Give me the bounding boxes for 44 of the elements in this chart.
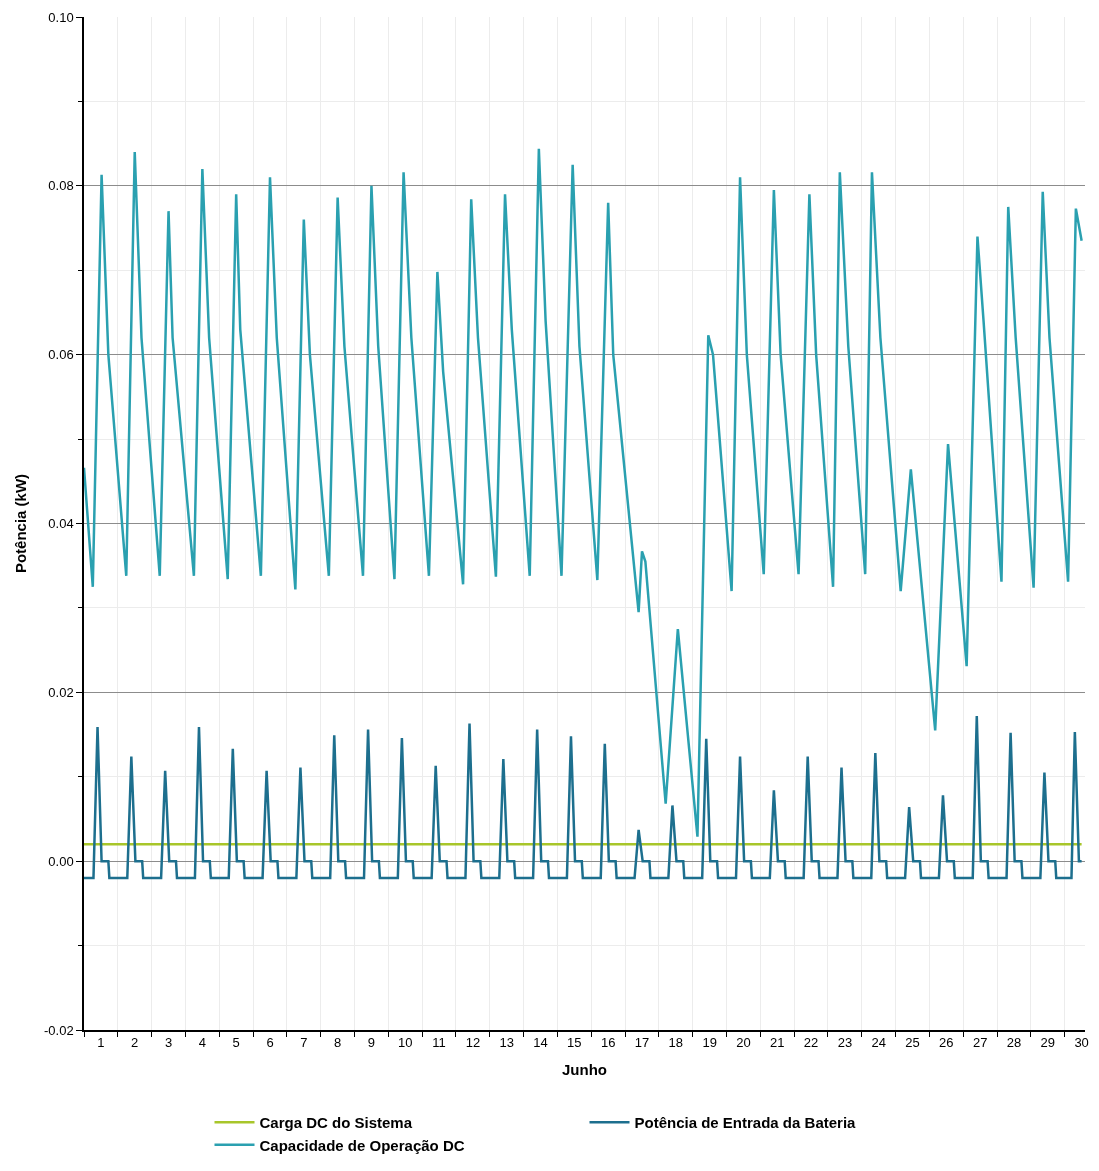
- x-tick-label: 20: [736, 1035, 751, 1051]
- x-tick-label: 14: [533, 1035, 548, 1051]
- x-tick-label: 25: [905, 1035, 920, 1051]
- y-tick-label: 0.10: [48, 9, 74, 25]
- x-tick-label: 12: [465, 1035, 481, 1051]
- x-tick-label: 30: [1074, 1035, 1089, 1051]
- x-tick-label: 13: [499, 1035, 514, 1051]
- line-series: [84, 147, 1083, 838]
- x-tick-label: 26: [939, 1035, 954, 1051]
- x-tick-label: 16: [600, 1035, 616, 1051]
- line-series: [84, 714, 1083, 880]
- x-tick-label: 27: [972, 1035, 988, 1051]
- y-tick-label: 0.08: [48, 178, 74, 194]
- x-tick-label: 10: [398, 1035, 413, 1051]
- x-tick-label: 23: [837, 1035, 853, 1051]
- legend-label: Carga DC do Sistema: [259, 1114, 413, 1132]
- x-tick-label: 9: [367, 1035, 376, 1051]
- x-tick-label: 19: [702, 1035, 717, 1051]
- y-axis-title: Potência (kW): [11, 473, 29, 574]
- x-tick-label: 5: [232, 1035, 240, 1051]
- y-tick-label: 0.02: [48, 684, 74, 700]
- x-tick-label: 4: [198, 1035, 206, 1051]
- x-tick-label: 18: [668, 1035, 684, 1051]
- x-tick-label: 2: [131, 1035, 139, 1051]
- x-tick-label: 17: [634, 1035, 650, 1051]
- x-tick-label: 11: [432, 1035, 446, 1051]
- x-tick-label: 7: [300, 1035, 308, 1051]
- x-tick-label: 28: [1006, 1035, 1022, 1051]
- x-tick-label: 6: [266, 1035, 274, 1051]
- y-tick-label: 0.04: [48, 516, 74, 532]
- y-tick-label: 0.06: [48, 347, 74, 363]
- x-tick-label: 21: [770, 1035, 785, 1051]
- x-tick-label: 1: [97, 1035, 105, 1051]
- legend-label: Potência de Entrada da Bateria: [634, 1114, 857, 1132]
- x-axis-title: Junho: [562, 1060, 607, 1078]
- legend-label: Capacidade de Operação DC: [259, 1136, 465, 1154]
- x-tick-label: 15: [567, 1035, 582, 1051]
- x-tick-label: 8: [334, 1035, 342, 1051]
- y-tick-label: 0.00: [48, 853, 74, 869]
- x-tick-label: 3: [164, 1035, 173, 1051]
- x-tick-label: 24: [871, 1035, 886, 1051]
- y-tick-label: -0.02: [44, 1022, 74, 1038]
- x-tick-label: 29: [1040, 1035, 1056, 1051]
- x-tick-label: 22: [803, 1035, 819, 1051]
